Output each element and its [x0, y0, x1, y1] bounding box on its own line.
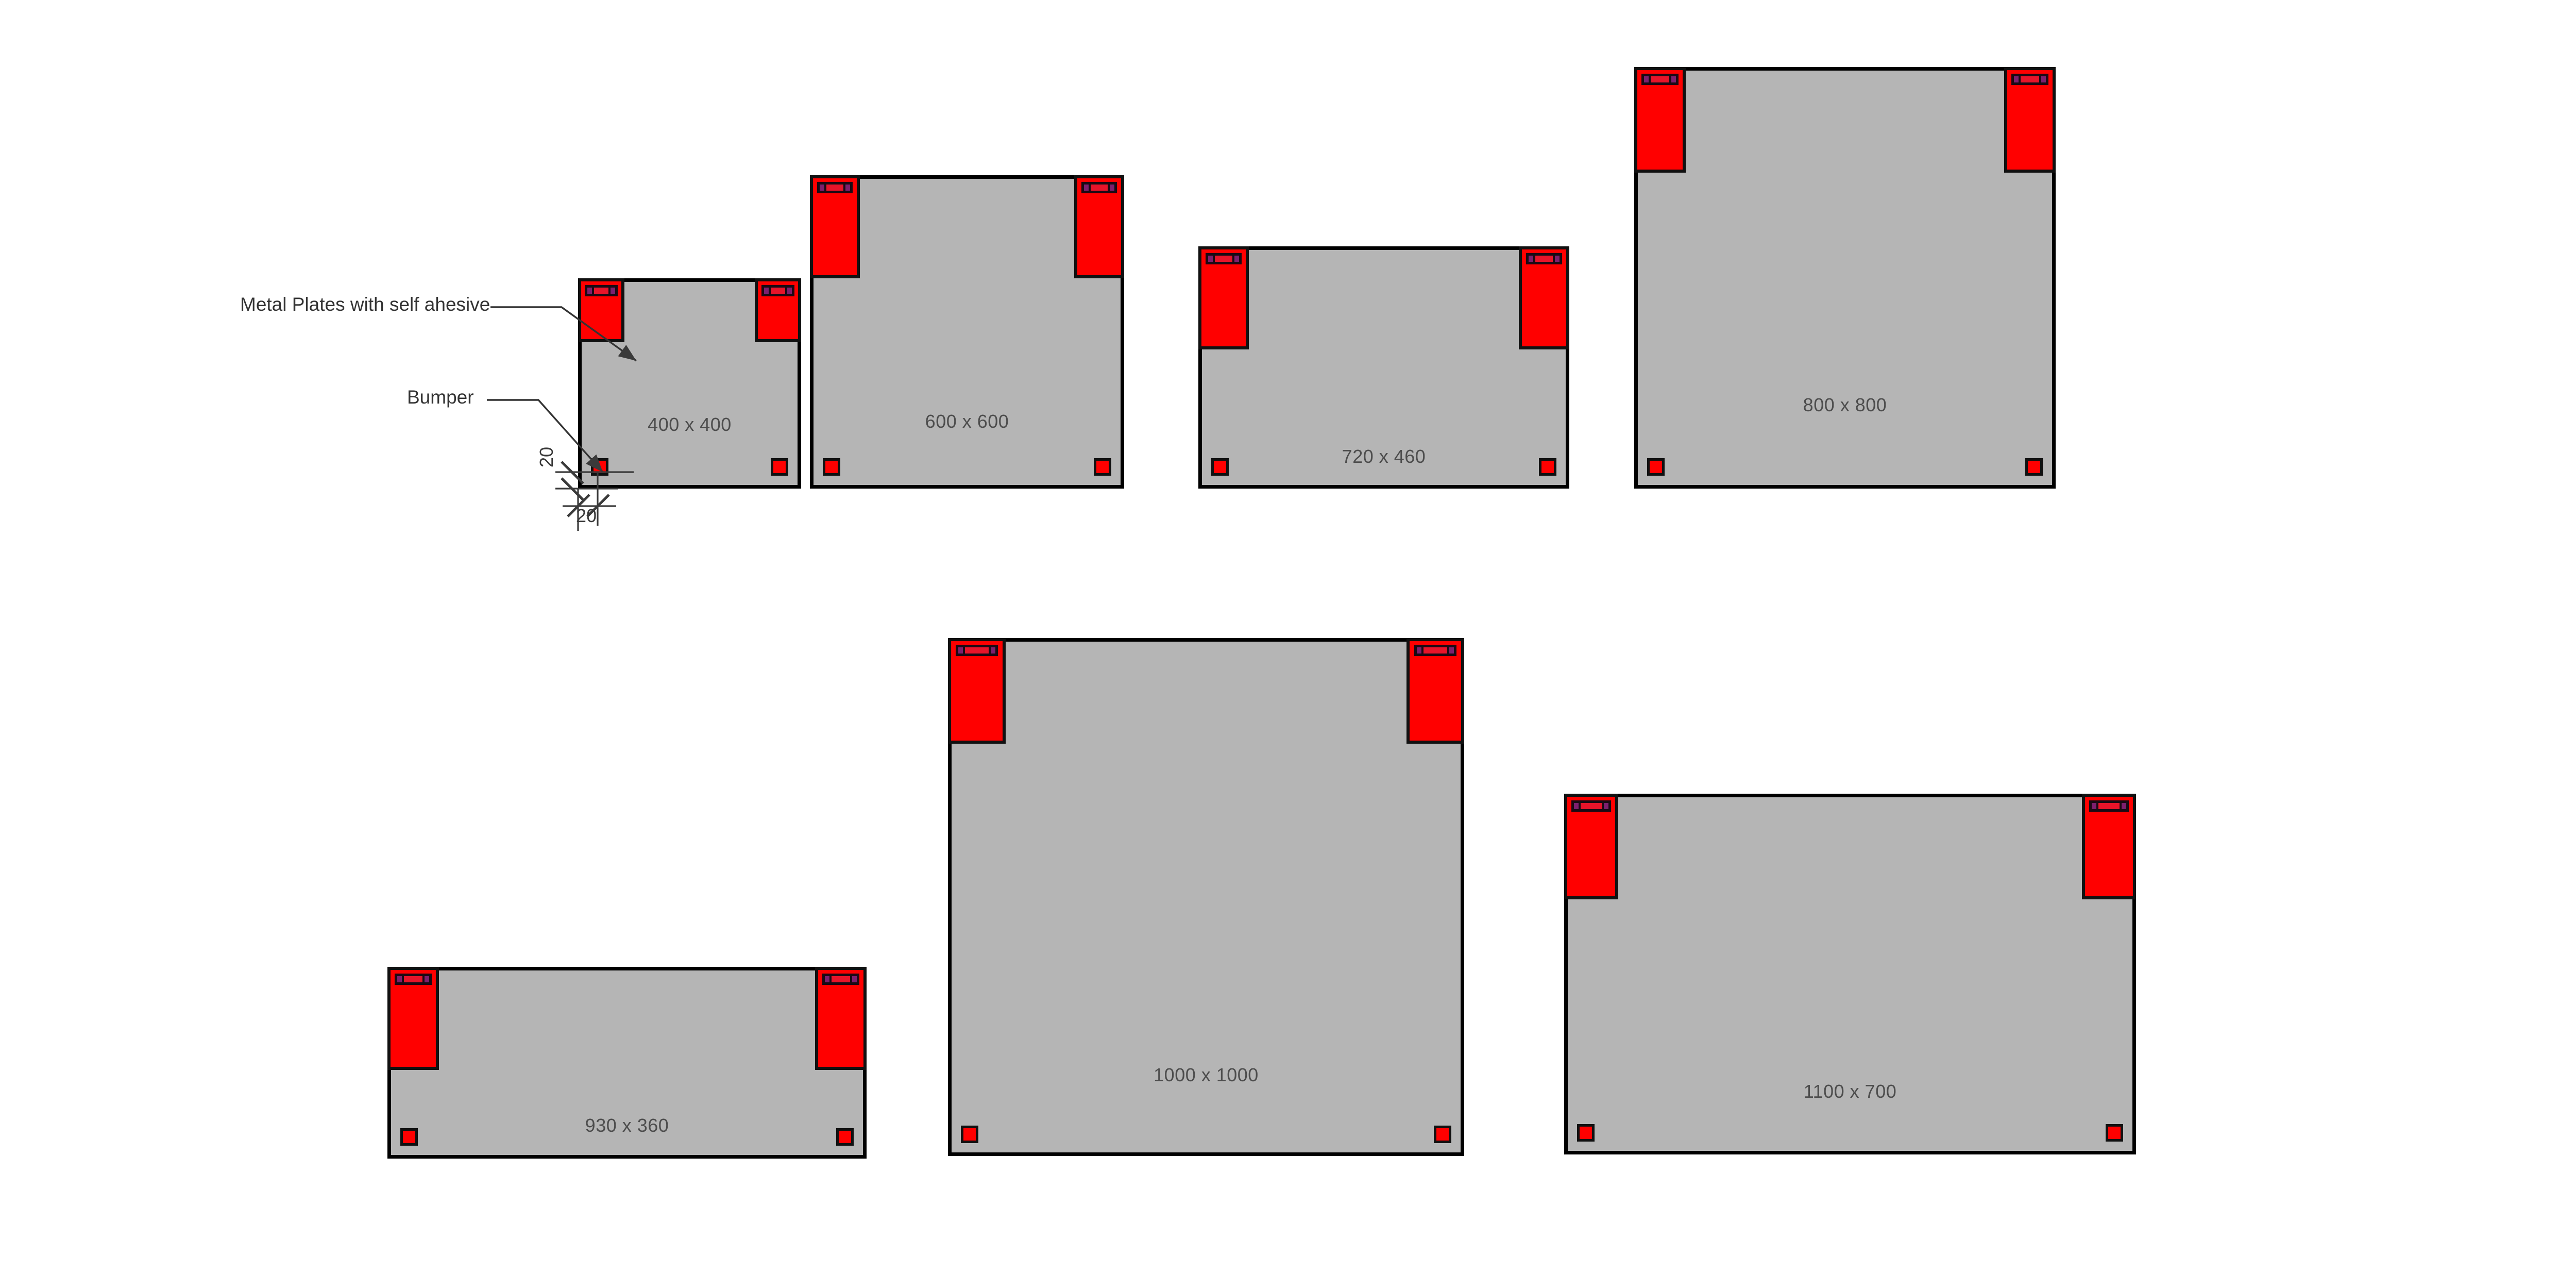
adhesive-bar-cap-end — [1232, 256, 1240, 262]
adhesive-bar-cap-start — [824, 976, 832, 982]
callout-label-metal-plates: Metal Plates with self ahesive — [240, 294, 490, 315]
panel-caption: 1100 x 700 — [1803, 1081, 1897, 1102]
adhesive-bar-cap-end — [843, 185, 851, 191]
adhesive-bar-cap-start — [1208, 256, 1215, 262]
bumper-right[interactable] — [836, 1128, 854, 1146]
metal-plate-right[interactable] — [1519, 246, 1569, 349]
adhesive-bar-cap-end — [608, 288, 615, 294]
adhesive-bar-cap-end — [785, 288, 792, 294]
bumper-left[interactable] — [823, 458, 840, 476]
adhesive-bar-cap-start — [2013, 76, 2021, 82]
bumper-right[interactable] — [771, 458, 788, 476]
adhesive-bar-cap-end — [850, 976, 857, 982]
panel-caption: 720 x 460 — [1342, 446, 1426, 467]
adhesive-bar-cap-start — [2092, 803, 2099, 809]
adhesive-bar-cap-start — [1417, 647, 1423, 654]
adhesive-bar-icon — [585, 285, 618, 296]
metal-plate-left[interactable] — [810, 175, 860, 278]
adhesive-bar-cap-start — [1528, 256, 1535, 262]
adhesive-bar-cap-end — [989, 647, 995, 654]
panel-caption: 800 x 800 — [1803, 394, 1887, 415]
bumper-left[interactable] — [400, 1128, 418, 1146]
adhesive-bar-cap-end — [1108, 185, 1115, 191]
adhesive-bar-cap-start — [587, 288, 595, 294]
bumper-right[interactable] — [1434, 1126, 1451, 1143]
adhesive-bar-icon — [817, 182, 853, 193]
adhesive-bar-cap-end — [422, 976, 430, 982]
metal-plate-right[interactable] — [2004, 67, 2056, 173]
metal-plate-right[interactable] — [755, 278, 801, 342]
adhesive-bar-icon — [822, 974, 860, 985]
adhesive-bar-icon — [1081, 182, 1117, 193]
adhesive-bar-cap-start — [397, 976, 404, 982]
bumper-right[interactable] — [2106, 1124, 2123, 1142]
adhesive-bar-icon — [956, 645, 998, 656]
adhesive-bar-cap-end — [2039, 76, 2046, 82]
metal-plate-left[interactable] — [1564, 794, 1618, 899]
adhesive-bar-cap-start — [764, 288, 771, 294]
panel-caption: 930 x 360 — [585, 1115, 669, 1136]
metal-plate-left[interactable] — [1634, 67, 1686, 173]
callout-label-bumper: Bumper — [407, 387, 474, 408]
metal-plate-left[interactable] — [948, 638, 1006, 744]
metal-plate-left[interactable] — [387, 967, 439, 1070]
metal-plate-right[interactable] — [2082, 794, 2136, 899]
bumper-left[interactable] — [1647, 458, 1665, 476]
panel-930x360[interactable]: 930 x 360 — [387, 967, 867, 1159]
panel-caption: 1000 x 1000 — [1154, 1064, 1259, 1085]
adhesive-bar-cap-end — [1669, 76, 1676, 82]
adhesive-bar-cap-start — [819, 185, 826, 191]
adhesive-bar-icon — [761, 285, 794, 296]
adhesive-bar-icon — [2089, 800, 2129, 812]
panel-1100x700[interactable]: 1100 x 700 — [1564, 794, 2136, 1154]
adhesive-bar-cap-start — [1083, 185, 1091, 191]
panel-400x400[interactable]: 400 x 400 — [578, 278, 801, 489]
adhesive-bar-icon — [1205, 253, 1242, 264]
panel-600x600[interactable]: 600 x 600 — [810, 175, 1124, 489]
adhesive-bar-icon — [2011, 74, 2049, 85]
adhesive-bar-icon — [1526, 253, 1563, 264]
adhesive-bar-cap-end — [1447, 647, 1454, 654]
adhesive-bar-cap-end — [2119, 803, 2126, 809]
adhesive-bar-icon — [1571, 800, 1611, 812]
panel-caption: 400 x 400 — [648, 414, 732, 435]
panel-1000x1000[interactable]: 1000 x 1000 — [948, 638, 1464, 1156]
metal-plate-left[interactable] — [578, 278, 624, 342]
metal-plate-right[interactable] — [1406, 638, 1464, 744]
metal-plate-left[interactable] — [1198, 246, 1249, 349]
adhesive-bar-icon — [394, 974, 432, 985]
panel-caption: 600 x 600 — [925, 411, 1009, 432]
adhesive-bar-icon — [1641, 74, 1679, 85]
bumper-left[interactable] — [1211, 458, 1229, 476]
adhesive-bar-cap-end — [1553, 256, 1560, 262]
metal-plate-right[interactable] — [1074, 175, 1124, 278]
dimension-label-bumper-offset-vertical: 20 — [536, 446, 557, 467]
metal-plate-right[interactable] — [815, 967, 867, 1070]
bumper-right[interactable] — [1539, 458, 1556, 476]
bumper-left[interactable] — [591, 458, 608, 476]
adhesive-bar-cap-start — [1643, 76, 1651, 82]
bumper-right[interactable] — [1094, 458, 1111, 476]
bumper-left[interactable] — [1577, 1124, 1595, 1142]
adhesive-bar-icon — [1414, 645, 1456, 656]
adhesive-bar-cap-start — [958, 647, 965, 654]
panel-800x800[interactable]: 800 x 800 — [1634, 67, 2056, 489]
dimension-label-bumper-offset-horizontal: 20 — [576, 505, 597, 526]
bumper-left[interactable] — [961, 1126, 978, 1143]
adhesive-bar-cap-end — [1601, 803, 1608, 809]
panel-720x460[interactable]: 720 x 460 — [1198, 246, 1569, 489]
bumper-right[interactable] — [2025, 458, 2043, 476]
adhesive-bar-cap-start — [1574, 803, 1581, 809]
